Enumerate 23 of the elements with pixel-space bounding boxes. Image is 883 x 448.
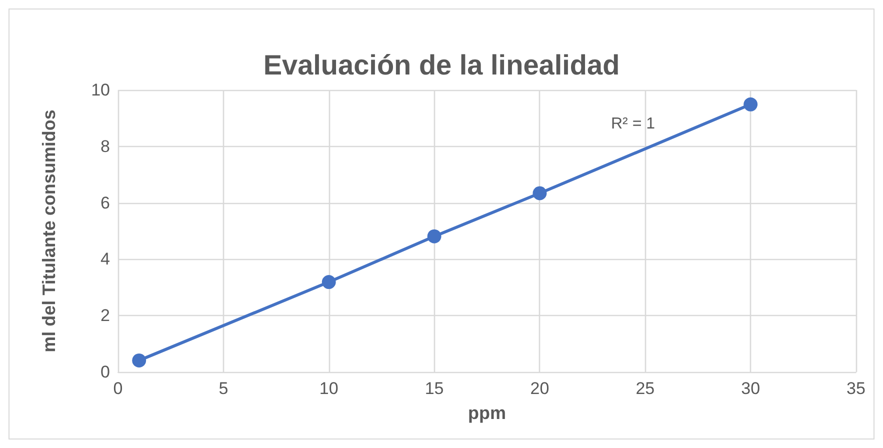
x-tick-label: 20 — [530, 379, 550, 398]
y-tick-label: 2 — [100, 306, 110, 326]
point — [427, 229, 442, 244]
x-tick-label: 35 — [846, 379, 866, 398]
point — [322, 275, 336, 290]
chart-title: Evaluación de la linealidad — [263, 50, 620, 80]
y-tick-label: 8 — [100, 136, 110, 156]
point — [132, 353, 146, 368]
x-tick-label: 25 — [636, 379, 655, 398]
x-tick-label: 0 — [113, 379, 123, 398]
x-tick-label: 10 — [319, 379, 338, 398]
annotation: R² = 1 — [610, 116, 656, 132]
y-tick-label: 4 — [100, 250, 110, 269]
y-tick-label: 0 — [100, 362, 110, 382]
x-tick-label: 5 — [218, 379, 228, 398]
x-tick-label: 15 — [424, 379, 444, 398]
y-axis-title: ml del Titulante consumidos — [39, 110, 59, 352]
x-axis-title: ppm — [468, 403, 506, 423]
y-tick-label: 10 — [91, 80, 110, 100]
y-tick-label: 6 — [100, 193, 110, 212]
point — [744, 97, 758, 112]
x-tick-label: 30 — [741, 379, 760, 398]
point — [532, 186, 547, 200]
